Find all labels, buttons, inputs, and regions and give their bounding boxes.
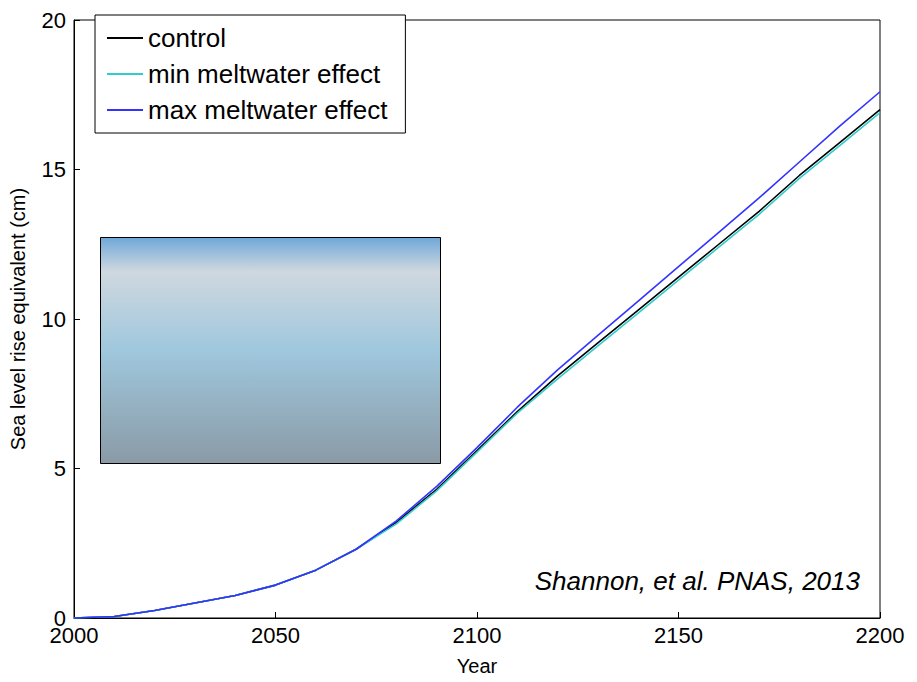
svg-text:Year: Year [457, 655, 498, 677]
svg-text:Sea level rise equivalent (cm): Sea level rise equivalent (cm) [7, 188, 29, 450]
svg-text:min meltwater effect: min meltwater effect [148, 59, 381, 89]
svg-text:10: 10 [42, 307, 66, 332]
svg-text:15: 15 [42, 157, 66, 182]
svg-text:5: 5 [54, 456, 66, 481]
svg-text:2100: 2100 [453, 623, 502, 648]
svg-text:max meltwater effect: max meltwater effect [148, 95, 388, 125]
svg-text:control: control [148, 23, 226, 53]
svg-text:Shannon, et al. PNAS, 2013: Shannon, et al. PNAS, 2013 [535, 566, 861, 596]
svg-text:2000: 2000 [50, 623, 99, 648]
svg-text:2150: 2150 [654, 623, 703, 648]
svg-text:2200: 2200 [856, 623, 905, 648]
svg-text:0: 0 [53, 605, 66, 631]
svg-text:20: 20 [42, 8, 66, 33]
svg-text:2050: 2050 [251, 623, 300, 648]
